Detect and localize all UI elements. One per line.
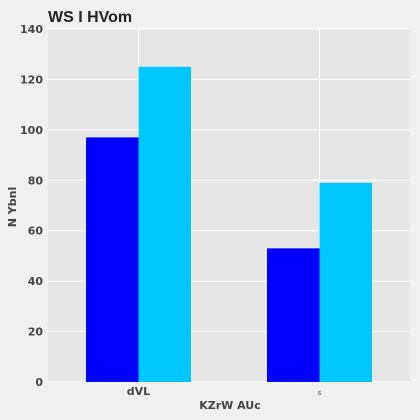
bar-series-1-dVL (86, 137, 139, 382)
y-tick-label: 140 (20, 23, 43, 36)
x-axis-label: KZrW AUc (199, 399, 261, 412)
chart-title: WS I HVom (48, 9, 132, 26)
y-tick-label: 0 (35, 376, 43, 389)
y-tick-labels: 0 20 40 60 80 100 120 140 (20, 23, 43, 389)
y-tick-label: 80 (28, 174, 44, 187)
x-tick-label: dVL (127, 385, 150, 398)
y-tick-label: 20 (28, 326, 44, 339)
y-tick-label: 60 (28, 225, 44, 238)
y-tick-label: 120 (20, 73, 43, 86)
y-axis-label: N Ybnl (6, 187, 19, 227)
x-tick-labels: dVL s (127, 385, 322, 398)
bars (86, 66, 372, 383)
bar-series-1-s (267, 248, 320, 382)
x-tick-label: s (318, 389, 322, 397)
bar-series-2-dVL (138, 66, 191, 383)
bar-series-2-s (319, 182, 372, 382)
y-tick-label: 40 (28, 275, 44, 288)
y-tick-label: 100 (20, 124, 43, 137)
